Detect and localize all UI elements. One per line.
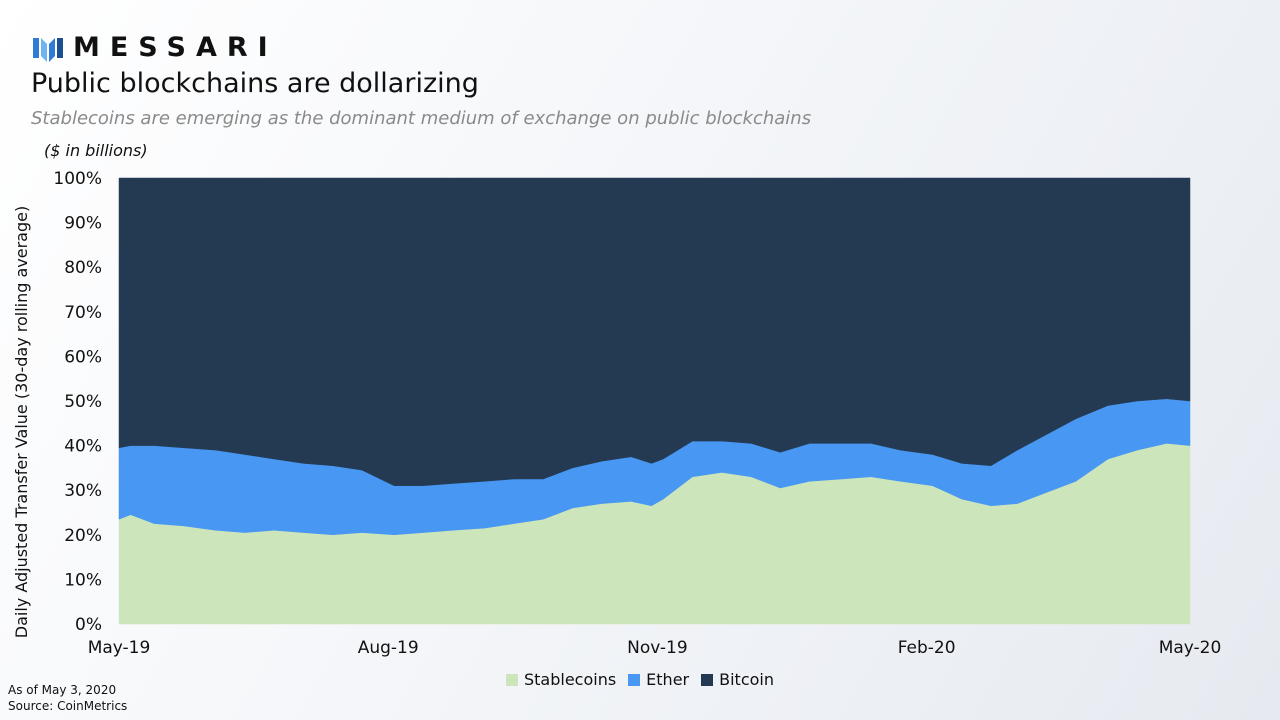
y-tick-label: 20% (64, 526, 102, 546)
legend-label-bitcoin: Bitcoin (719, 670, 774, 689)
x-tick-label: Feb-20 (898, 638, 956, 658)
legend-swatch-bitcoin (701, 673, 714, 686)
x-tick-label: May-19 (88, 638, 151, 658)
messari-logo: MESSARI (33, 34, 278, 62)
y-tick-label: 80% (64, 258, 102, 278)
messari-logo-icon (33, 38, 63, 62)
y-tick-label: 100% (53, 169, 102, 189)
x-tick-label: May-20 (1159, 638, 1222, 658)
x-tick-label: Aug-19 (358, 638, 419, 658)
legend-item-stablecoins: Stablecoins (505, 670, 617, 689)
brand-name: MESSARI (73, 32, 278, 63)
page-title: Public blockchains are dollarizing (31, 68, 479, 99)
y-tick-label: 30% (64, 481, 102, 501)
chart-legend: Stablecoins Ether Bitcoin (0, 670, 1280, 689)
y-tick-label: 70% (64, 303, 102, 323)
footnote: As of May 3, 2020 Source: CoinMetrics (8, 682, 127, 714)
as-of-date: As of May 3, 2020 (8, 683, 117, 697)
units-note: ($ in billions) (44, 141, 148, 160)
page-subtitle: Stablecoins are emerging as the dominant… (31, 108, 812, 129)
legend-label-stablecoins: Stablecoins (523, 670, 617, 689)
legend-label-ether: Ether (646, 670, 690, 689)
y-tick-label: 0% (75, 615, 102, 635)
legend-item-ether: Ether (628, 670, 689, 689)
legend-item-bitcoin: Bitcoin (701, 670, 774, 689)
y-tick-label: 60% (64, 347, 102, 367)
y-tick-label: 10% (64, 570, 102, 590)
x-tick-label: Nov-19 (627, 638, 688, 658)
legend-swatch-ether (628, 673, 641, 686)
y-tick-label: 90% (64, 214, 102, 234)
y-tick-label: 50% (64, 392, 102, 412)
y-tick-label: 40% (64, 437, 102, 457)
source-note: Source: CoinMetrics (8, 699, 128, 713)
legend-swatch-stablecoins (505, 673, 518, 686)
area-bitcoin (118, 177, 1191, 486)
